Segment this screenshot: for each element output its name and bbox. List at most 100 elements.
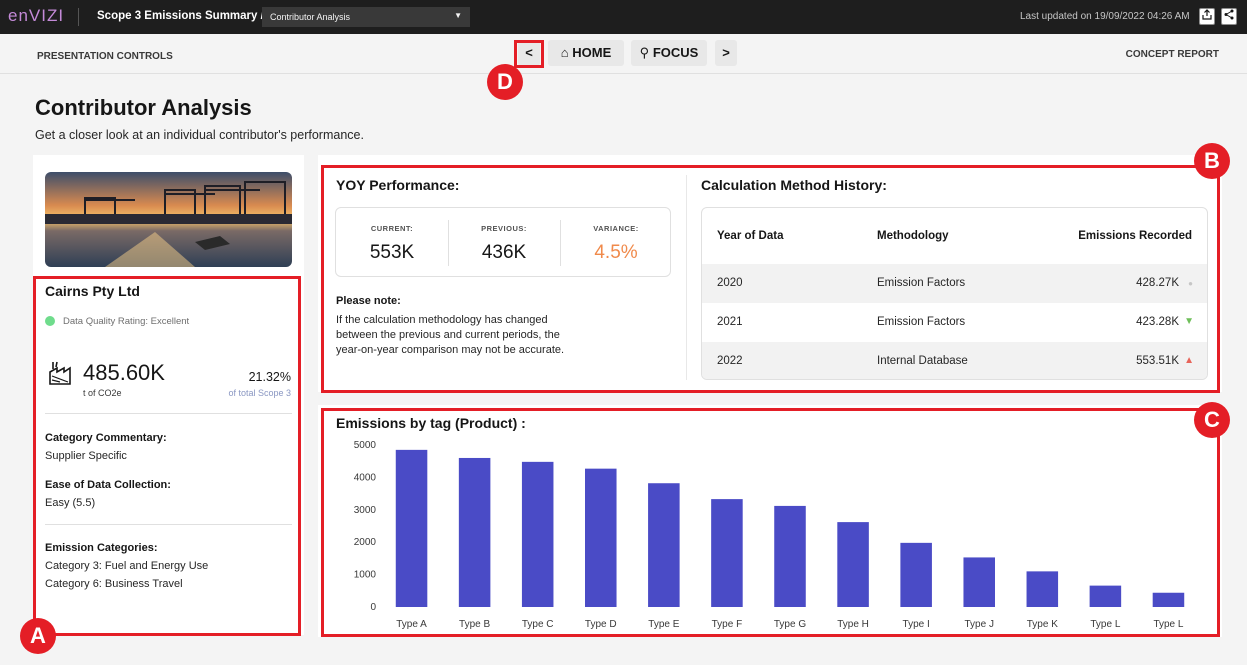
share-label: of total Scope 3 — [228, 388, 291, 398]
export-button[interactable] — [1199, 8, 1215, 25]
y-tick-label: 0 — [370, 602, 376, 613]
categories-label: Emission Categories: — [45, 542, 158, 554]
home-label: HOME — [572, 45, 612, 60]
y-tick-label: 2000 — [354, 537, 377, 548]
row-year: 2022 — [717, 355, 743, 367]
bar[interactable] — [837, 522, 869, 607]
contributor-name: Cairns Pty Ltd — [45, 283, 140, 299]
bar[interactable] — [711, 499, 743, 607]
row-method: Emission Factors — [877, 277, 966, 289]
bar[interactable] — [774, 505, 806, 607]
note-text: If the calculation methodology has chang… — [336, 314, 565, 356]
breadcrumb[interactable]: Scope 3 Emissions Summary / — [97, 10, 264, 22]
row-year: 2021 — [717, 316, 743, 328]
variance-value: 4.5% — [594, 242, 638, 263]
calc-history-title: Calculation Method History: — [701, 177, 887, 193]
commentary-value: Supplier Specific — [45, 450, 127, 462]
previous-button[interactable]: < — [518, 40, 540, 66]
page-subtitle: Get a closer look at an individual contr… — [35, 128, 364, 142]
column-header-methodology: Methodology — [877, 230, 949, 242]
quality-status-dot — [45, 316, 55, 326]
neutral-dot-icon: ● — [1188, 279, 1193, 288]
y-tick-label: 1000 — [354, 570, 377, 581]
row-value: 553.51K — [1136, 355, 1179, 367]
x-tick-label: Type D — [585, 619, 617, 630]
row-method: Emission Factors — [877, 316, 966, 328]
current-label: CURRENT: — [370, 224, 414, 233]
focus-label: FOCUS — [652, 45, 699, 60]
x-tick-label: Type L — [1090, 619, 1120, 630]
bar[interactable] — [963, 557, 995, 607]
previous-value: 436K — [481, 242, 527, 263]
yoy-previous: PREVIOUS: 436K — [448, 208, 560, 278]
trend-up-icon: ▲ — [1184, 355, 1194, 366]
bar[interactable] — [458, 457, 491, 607]
share-icon — [1224, 9, 1234, 20]
export-icon — [1202, 9, 1212, 20]
bar[interactable] — [900, 542, 932, 607]
annotation-box-c — [321, 408, 1220, 637]
y-tick-label: 3000 — [354, 505, 377, 516]
bar[interactable] — [521, 461, 554, 607]
home-button[interactable]: ⌂ HOME — [548, 40, 624, 66]
x-tick-label: Type K — [1027, 619, 1058, 630]
view-select[interactable]: Contributor Analysis ▼ — [262, 7, 470, 27]
row-year: 2020 — [717, 277, 743, 289]
yoy-variance: VARIANCE: 4.5% — [560, 208, 672, 278]
x-tick-label: Type L — [1153, 619, 1183, 630]
bar[interactable] — [1026, 571, 1059, 607]
divider — [448, 220, 449, 266]
next-button[interactable]: > — [715, 40, 737, 66]
bar[interactable] — [395, 449, 428, 607]
bar[interactable] — [1152, 592, 1185, 607]
ease-label: Ease of Data Collection: — [45, 479, 171, 491]
table-row: 2021 Emission Factors 423.28K ▼ — [702, 303, 1207, 342]
variance-label: VARIANCE: — [593, 224, 639, 233]
view-select-value: Contributor Analysis — [270, 12, 351, 22]
bar[interactable] — [1089, 585, 1122, 607]
x-tick-label: Type F — [712, 619, 743, 630]
trend-down-icon: ▼ — [1184, 316, 1194, 327]
table-row: 2020 Emission Factors 428.27K ● — [702, 264, 1207, 303]
port-photo — [45, 172, 292, 267]
topbar-divider — [78, 8, 79, 26]
emissions-value: 485.60K — [83, 360, 165, 385]
concept-report-label[interactable]: CONCEPT REPORT — [1125, 49, 1219, 60]
divider — [45, 524, 292, 525]
chevron-down-icon: ▼ — [454, 11, 462, 20]
chevron-right-icon: > — [722, 45, 730, 60]
annotation-box-a — [33, 276, 301, 636]
focus-button[interactable]: ⚲ FOCUS — [631, 40, 707, 66]
share-button[interactable] — [1221, 8, 1237, 25]
annotation-badge-a: A — [20, 618, 56, 654]
yoy-current: CURRENT: 553K — [336, 208, 448, 278]
x-tick-label: Type C — [522, 619, 554, 630]
previous-label: PREVIOUS: — [481, 224, 527, 233]
x-tick-label: Type E — [648, 619, 679, 630]
x-tick-label: Type H — [837, 619, 869, 630]
envizi-logo[interactable]: enVIZI — [8, 6, 65, 25]
note-heading: Please note: — [336, 295, 401, 307]
y-tick-label: 4000 — [354, 472, 377, 483]
category-item: Category 3: Fuel and Energy Use — [45, 560, 209, 572]
page-title: Contributor Analysis — [35, 95, 252, 120]
chevron-left-icon: < — [525, 45, 533, 60]
emissions-unit: t of CO2e — [83, 388, 122, 398]
bar[interactable] — [648, 483, 680, 607]
commentary-label: Category Commentary: — [45, 432, 167, 444]
home-icon: ⌂ — [560, 45, 569, 60]
search-icon: ⚲ — [639, 45, 650, 60]
x-tick-label: Type J — [964, 619, 993, 630]
row-value: 428.27K — [1136, 277, 1179, 289]
data-quality-rating: Data Quality Rating: Excellent — [63, 316, 190, 327]
annotation-box-d — [514, 40, 544, 68]
panel-divider — [686, 175, 687, 380]
annotation-badge-d: D — [487, 64, 523, 100]
ease-value: Easy (5.5) — [45, 497, 96, 509]
chart-title: Emissions by tag (Product) : — [336, 415, 526, 431]
presentation-bar: PRESENTATION CONTROLS < ⌂ HOME ⚲ FOCUS >… — [0, 34, 1247, 74]
x-tick-label: Type G — [774, 619, 806, 630]
x-tick-label: Type B — [459, 619, 490, 630]
yoy-metrics: CURRENT: 553K PREVIOUS: 436K VARIANCE: 4… — [335, 207, 671, 277]
bar[interactable] — [585, 468, 617, 607]
